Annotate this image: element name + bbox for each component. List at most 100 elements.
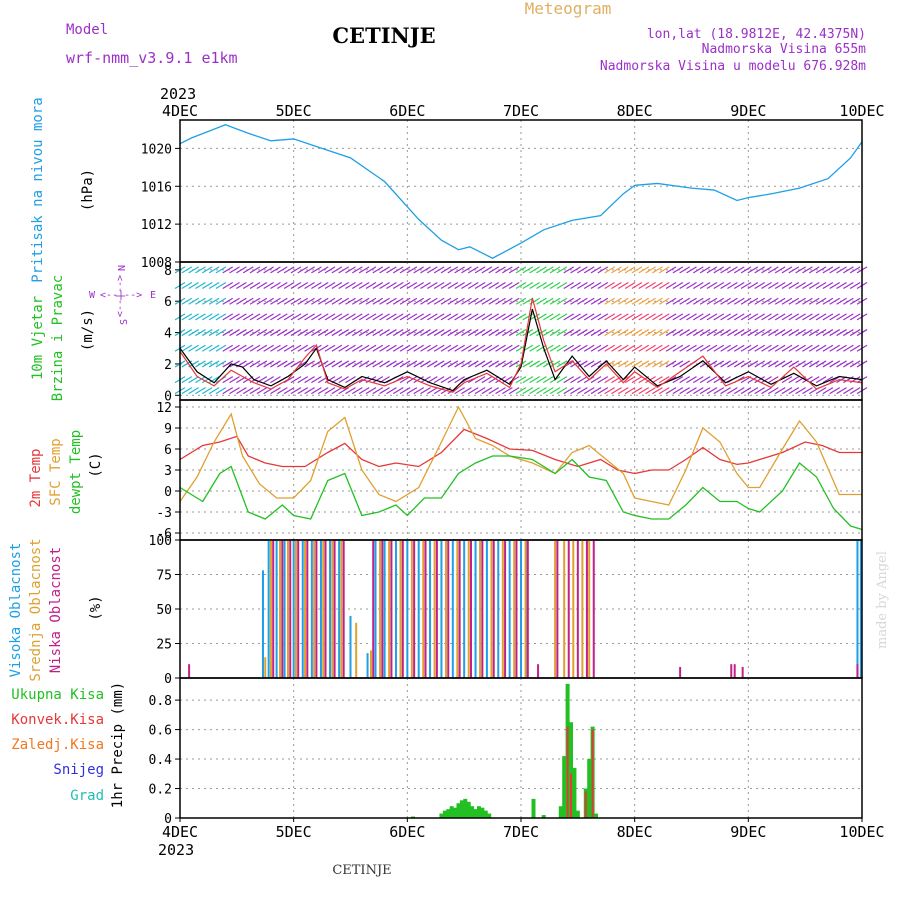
wind-barb bbox=[208, 282, 220, 290]
wind-barb bbox=[713, 266, 725, 274]
ytick-label: 3 bbox=[164, 464, 172, 479]
wind-barb bbox=[761, 313, 772, 321]
wind-barb bbox=[447, 344, 459, 352]
cloud-high-bar bbox=[283, 540, 286, 678]
wind-barb bbox=[311, 387, 322, 395]
precipitation-panel: 0 0.2 0.4 0.6 0.8 bbox=[149, 677, 863, 827]
wind-barb bbox=[399, 329, 411, 337]
footer-station: CETINJE bbox=[332, 863, 391, 878]
wind-barb bbox=[836, 360, 847, 368]
wind-barb bbox=[338, 360, 349, 368]
wind-barb bbox=[358, 297, 370, 305]
ytick-label: 50 bbox=[156, 603, 172, 618]
year-top: 2023 bbox=[160, 85, 196, 103]
wind-barb bbox=[672, 266, 684, 274]
cloud-mid-bar bbox=[444, 540, 447, 678]
wind-barb bbox=[638, 282, 650, 290]
wind-barb bbox=[502, 344, 513, 352]
cloud-high-bar bbox=[406, 540, 409, 678]
wind-barb bbox=[379, 266, 390, 274]
wind-barb bbox=[406, 387, 418, 395]
wind-barb bbox=[822, 282, 834, 290]
wind-barb bbox=[686, 376, 697, 384]
wind-barb bbox=[338, 313, 349, 321]
wind-barb bbox=[467, 329, 479, 337]
wind-barb bbox=[433, 297, 445, 305]
cloud-low-bar bbox=[424, 540, 427, 678]
wind-barb bbox=[679, 329, 690, 337]
wind-barb bbox=[222, 344, 234, 352]
wind-barb bbox=[352, 282, 363, 290]
wind-barb bbox=[324, 376, 336, 384]
wind-barb bbox=[788, 376, 800, 384]
wind-barb bbox=[195, 376, 206, 384]
wind-barb bbox=[665, 297, 677, 305]
wind-barb bbox=[583, 387, 595, 395]
wind-barb bbox=[624, 266, 636, 274]
cloud-high-bar bbox=[319, 540, 322, 678]
cloud-mid-bar bbox=[479, 540, 482, 678]
wind-barb bbox=[706, 387, 718, 395]
wind-barb bbox=[488, 344, 500, 352]
wind-barb bbox=[508, 266, 520, 274]
cloud-low-bar bbox=[458, 540, 461, 678]
wind-barb bbox=[181, 344, 193, 352]
wind-barb bbox=[727, 344, 738, 352]
ytick-label: 12 bbox=[156, 401, 172, 416]
wind-barb bbox=[843, 387, 854, 395]
wind-barb bbox=[290, 282, 302, 290]
wind-barb bbox=[768, 297, 779, 305]
wind-barb bbox=[433, 282, 445, 290]
wind-barb bbox=[201, 313, 213, 321]
wind-barb bbox=[822, 360, 834, 368]
time-label-bottom: 10DEC bbox=[839, 823, 884, 841]
wind-barb bbox=[420, 376, 431, 384]
wind-barb bbox=[222, 266, 234, 274]
wind-barb bbox=[631, 360, 643, 368]
wind-barb bbox=[577, 266, 588, 274]
wind-barb bbox=[304, 266, 315, 274]
wind-barb bbox=[570, 282, 581, 290]
wind-barb bbox=[815, 297, 827, 305]
wind-barb bbox=[358, 329, 370, 337]
wind-barb bbox=[358, 344, 370, 352]
wind-barb bbox=[815, 344, 827, 352]
wind-barb bbox=[263, 313, 274, 321]
wind-barb bbox=[720, 387, 731, 395]
wind-barb bbox=[713, 329, 725, 337]
cloud-high-bar bbox=[394, 540, 397, 678]
wind-barb bbox=[461, 360, 472, 368]
wind-barb bbox=[283, 376, 295, 384]
wind-barb bbox=[549, 266, 561, 274]
pressure-panel: 1008 1012 1016 1020 bbox=[141, 119, 863, 271]
ytick-label: 0.6 bbox=[149, 724, 172, 739]
cloud-mid-bar bbox=[513, 540, 516, 678]
wind-barb bbox=[276, 329, 288, 337]
wind-barb bbox=[481, 266, 493, 274]
wind-barb bbox=[590, 329, 602, 337]
wind-barb bbox=[556, 376, 568, 384]
wind-barb bbox=[508, 282, 520, 290]
wind-barb bbox=[413, 329, 425, 337]
wind-barb bbox=[324, 297, 336, 305]
wind-barb bbox=[263, 266, 274, 274]
wind-barb bbox=[311, 360, 322, 368]
wind-barb bbox=[270, 266, 281, 274]
wind-barb bbox=[263, 329, 274, 337]
wind-barb bbox=[474, 329, 486, 337]
cloud-high-bar bbox=[429, 540, 432, 678]
wind-barb bbox=[563, 266, 575, 274]
time-label-top: 4DEC bbox=[162, 102, 198, 120]
wind-barb bbox=[829, 313, 841, 321]
wind-barb bbox=[822, 387, 834, 395]
wind-barb bbox=[420, 344, 431, 352]
wind-barb bbox=[345, 387, 356, 395]
wind-barb bbox=[658, 282, 670, 290]
wind-barb bbox=[808, 329, 820, 337]
wind-barb bbox=[420, 313, 431, 321]
wind-barb bbox=[761, 360, 772, 368]
wind-barb bbox=[542, 282, 554, 290]
wind-barb bbox=[195, 313, 206, 321]
wind-barb bbox=[665, 344, 677, 352]
wind-barb bbox=[372, 266, 384, 274]
